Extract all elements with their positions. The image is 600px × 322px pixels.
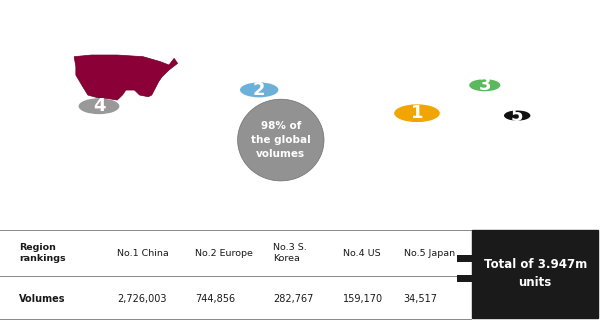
- Polygon shape: [74, 55, 178, 100]
- Text: Total of 3.947m
units: Total of 3.947m units: [484, 258, 587, 289]
- Ellipse shape: [394, 104, 440, 122]
- Text: 1: 1: [411, 104, 423, 122]
- Text: Volumes: Volumes: [19, 294, 66, 304]
- Ellipse shape: [79, 98, 119, 114]
- Text: 34,517: 34,517: [404, 294, 438, 304]
- Text: Region
rankings: Region rankings: [19, 243, 66, 263]
- FancyBboxPatch shape: [457, 255, 473, 262]
- Ellipse shape: [240, 82, 278, 97]
- Text: 282,767: 282,767: [273, 294, 313, 304]
- Text: No.4 US: No.4 US: [343, 249, 381, 258]
- Ellipse shape: [238, 99, 324, 181]
- FancyBboxPatch shape: [457, 275, 473, 282]
- Ellipse shape: [504, 110, 530, 121]
- Text: No.3 S.
Korea: No.3 S. Korea: [273, 243, 307, 263]
- Text: 5: 5: [511, 107, 523, 125]
- Text: 4: 4: [93, 97, 105, 115]
- Text: 744,856: 744,856: [195, 294, 235, 304]
- Text: No.1 China: No.1 China: [117, 249, 169, 258]
- Text: No.2 Europe: No.2 Europe: [195, 249, 253, 258]
- Ellipse shape: [469, 79, 500, 91]
- Text: 159,170: 159,170: [343, 294, 383, 304]
- Text: No.5 Japan: No.5 Japan: [404, 249, 455, 258]
- Text: 3: 3: [479, 76, 491, 94]
- Text: 2,726,003: 2,726,003: [117, 294, 167, 304]
- FancyBboxPatch shape: [472, 230, 598, 317]
- Text: 98% of
the global
volumes: 98% of the global volumes: [251, 121, 311, 159]
- Text: 2: 2: [253, 81, 265, 99]
